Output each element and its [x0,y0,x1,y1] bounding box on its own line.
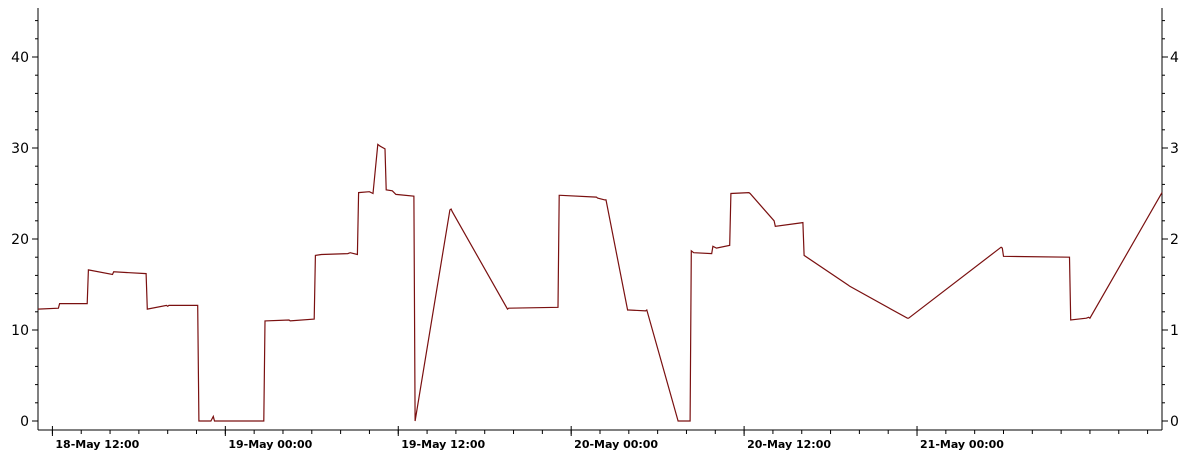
y-tick-label-right: 1 [1170,323,1179,339]
y-tick-label-right: 2 [1170,232,1179,248]
y-tick-label: 0 [20,414,29,430]
y-tick-label-right: 0 [1170,414,1179,430]
series-line [37,143,1163,422]
series-layer [37,143,1163,422]
labels-layer: 0 0 10 1 20 2 30 3 40 4 18-May 12:00 19-May 00:00 19… [11,50,1179,451]
y-tick-label: 10 [11,323,29,339]
axes-layer [32,8,1168,436]
y-tick-label-right: 4 [1170,50,1179,66]
x-tick-label: 20-May 12:00 [747,438,831,451]
x-tick-label: 21-May 00:00 [920,438,1004,451]
y-tick-label: 30 [11,141,29,157]
y-tick-label-right: 3 [1170,141,1179,157]
x-tick-label: 18-May 12:00 [55,438,139,451]
x-tick-label: 20-May 00:00 [574,438,658,451]
y-tick-label: 40 [11,50,29,66]
y-tick-label: 20 [11,232,29,248]
x-tick-label: 19-May 00:00 [228,438,312,451]
x-tick-label: 19-May 12:00 [401,438,485,451]
